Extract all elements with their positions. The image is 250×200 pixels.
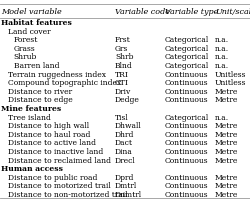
Text: n.a.: n.a. bbox=[215, 36, 229, 44]
Text: Variable code: Variable code bbox=[115, 8, 170, 16]
Text: Distance to river: Distance to river bbox=[8, 87, 72, 95]
Text: Continuous: Continuous bbox=[165, 130, 208, 138]
Text: Continuous: Continuous bbox=[165, 156, 208, 164]
Text: Categorical: Categorical bbox=[165, 36, 209, 44]
Text: Barren land: Barren land bbox=[14, 62, 59, 70]
Text: Metre: Metre bbox=[215, 87, 238, 95]
Text: Continuous: Continuous bbox=[165, 70, 208, 78]
Text: Dnmtrl: Dnmtrl bbox=[115, 190, 142, 198]
Text: Distance to non-motorized trail: Distance to non-motorized trail bbox=[8, 190, 127, 198]
Text: Distance to edge: Distance to edge bbox=[8, 96, 72, 104]
Text: Unit/scale: Unit/scale bbox=[215, 8, 250, 16]
Text: Distance to haul road: Distance to haul road bbox=[8, 130, 90, 138]
Text: Drecl: Drecl bbox=[115, 156, 136, 164]
Text: Mine features: Mine features bbox=[1, 104, 62, 112]
Text: Distance to high wall: Distance to high wall bbox=[8, 122, 88, 130]
Text: Frst: Frst bbox=[115, 36, 131, 44]
Text: Categorical: Categorical bbox=[165, 62, 209, 70]
Text: Continuous: Continuous bbox=[165, 79, 208, 87]
Text: Driv: Driv bbox=[115, 87, 131, 95]
Text: Compound topographic index: Compound topographic index bbox=[8, 79, 121, 87]
Text: Human access: Human access bbox=[1, 164, 63, 172]
Text: Shrb: Shrb bbox=[115, 53, 134, 61]
Text: Continuous: Continuous bbox=[165, 181, 208, 189]
Text: Continuous: Continuous bbox=[165, 147, 208, 155]
Text: Metre: Metre bbox=[215, 147, 238, 155]
Text: Tisl: Tisl bbox=[115, 113, 129, 121]
Text: Distance to reclaimed land: Distance to reclaimed land bbox=[8, 156, 111, 164]
Text: Metre: Metre bbox=[215, 130, 238, 138]
Text: Metre: Metre bbox=[215, 190, 238, 198]
Text: Blnd: Blnd bbox=[115, 62, 133, 70]
Text: Model variable: Model variable bbox=[1, 8, 62, 16]
Text: Metre: Metre bbox=[215, 122, 238, 130]
Text: Dmtrl: Dmtrl bbox=[115, 181, 137, 189]
Text: Forest: Forest bbox=[14, 36, 38, 44]
Text: Categorical: Categorical bbox=[165, 53, 209, 61]
Text: Categorical: Categorical bbox=[165, 113, 209, 121]
Text: Unitless: Unitless bbox=[215, 79, 246, 87]
Text: n.a.: n.a. bbox=[215, 53, 229, 61]
Text: Variable type: Variable type bbox=[165, 8, 218, 16]
Text: n.a.: n.a. bbox=[215, 45, 229, 53]
Text: Distance to motorized trail: Distance to motorized trail bbox=[8, 181, 110, 189]
Text: Metre: Metre bbox=[215, 173, 238, 181]
Text: Dprd: Dprd bbox=[115, 173, 134, 181]
Text: Dhwall: Dhwall bbox=[115, 122, 142, 130]
Text: Metre: Metre bbox=[215, 181, 238, 189]
Text: Metre: Metre bbox=[215, 139, 238, 147]
Text: Dact: Dact bbox=[115, 139, 133, 147]
Text: Continuous: Continuous bbox=[165, 122, 208, 130]
Text: Continuous: Continuous bbox=[165, 190, 208, 198]
Text: Continuous: Continuous bbox=[165, 96, 208, 104]
Text: Dhrd: Dhrd bbox=[115, 130, 134, 138]
Text: Terrain ruggedness index: Terrain ruggedness index bbox=[8, 70, 106, 78]
Text: Shrub: Shrub bbox=[14, 53, 37, 61]
Text: Tree island: Tree island bbox=[8, 113, 50, 121]
Text: Distance to public road: Distance to public road bbox=[8, 173, 97, 181]
Text: Continuous: Continuous bbox=[165, 87, 208, 95]
Text: Distance to inactive land: Distance to inactive land bbox=[8, 147, 103, 155]
Text: Dina: Dina bbox=[115, 147, 133, 155]
Text: Metre: Metre bbox=[215, 156, 238, 164]
Text: Dedge: Dedge bbox=[115, 96, 140, 104]
Text: Continuous: Continuous bbox=[165, 139, 208, 147]
Text: TRI: TRI bbox=[115, 70, 129, 78]
Text: Grass: Grass bbox=[14, 45, 36, 53]
Text: Grs: Grs bbox=[115, 45, 128, 53]
Text: Land cover: Land cover bbox=[8, 28, 50, 36]
Text: Continuous: Continuous bbox=[165, 173, 208, 181]
Text: Metre: Metre bbox=[215, 96, 238, 104]
Text: n.a.: n.a. bbox=[215, 62, 229, 70]
Text: n.a.: n.a. bbox=[215, 113, 229, 121]
Text: Habitat features: Habitat features bbox=[1, 19, 72, 27]
Text: Categorical: Categorical bbox=[165, 45, 209, 53]
Text: Unitless: Unitless bbox=[215, 70, 246, 78]
Text: Distance to active land: Distance to active land bbox=[8, 139, 96, 147]
Text: CTI: CTI bbox=[115, 79, 129, 87]
